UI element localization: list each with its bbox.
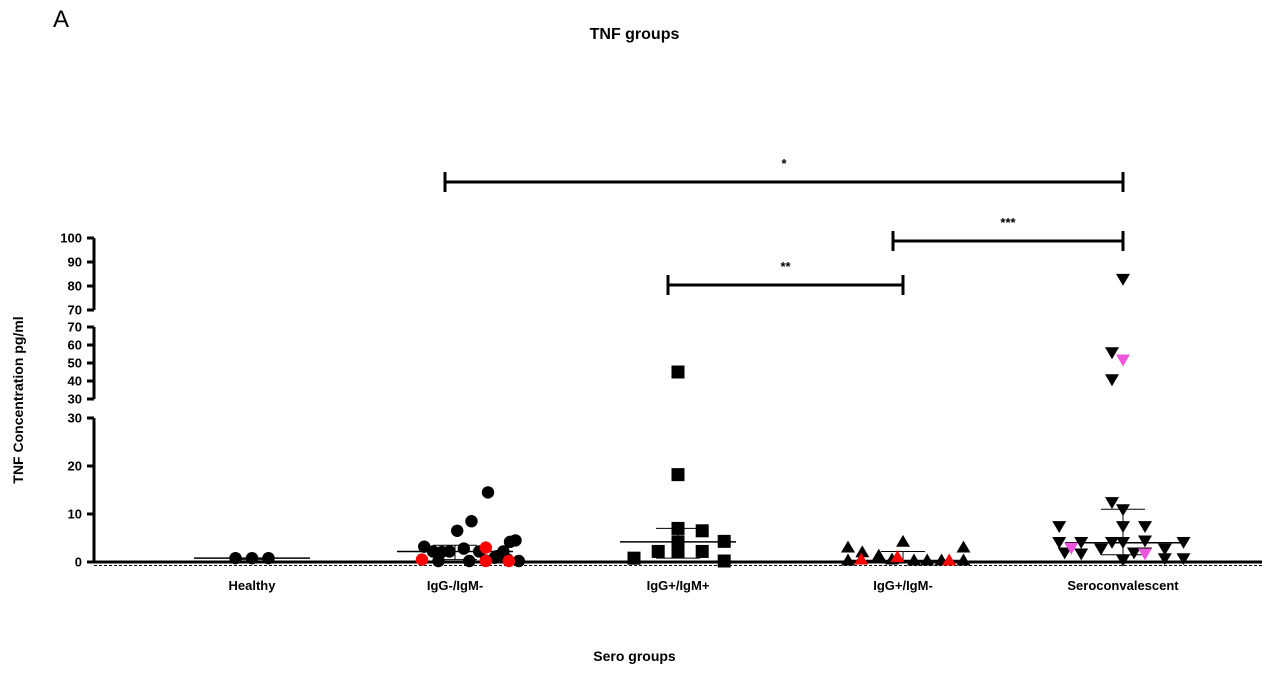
data-point-triangle-up (854, 552, 869, 565)
data-point-circle (432, 554, 445, 568)
x-tick-label: IgG-/IgM- (427, 578, 483, 593)
data-point-circle (457, 542, 470, 555)
chart-title: TNF groups (589, 26, 680, 43)
data-point-triangle-down (1116, 354, 1130, 367)
data-point-triangle-down (1105, 347, 1119, 360)
significance-label: *** (1000, 215, 1016, 230)
data-point-square (717, 554, 731, 568)
data-point-triangle-up (841, 553, 855, 566)
x-tick-label: IgG+/IgM+ (647, 578, 710, 593)
data-point-square (671, 365, 685, 379)
y-tick-label: 100 (60, 231, 82, 246)
data-point-triangle-up (871, 548, 886, 561)
data-point-triangle-down (1157, 553, 1172, 566)
y-tick-label: 70 (68, 303, 82, 318)
data-point-triangle-down (1138, 521, 1152, 533)
significance-label: * (781, 156, 787, 171)
data-point-triangle-down (1105, 497, 1119, 509)
data-point-triangle-up (841, 540, 855, 553)
data-point-triangle-down (1116, 536, 1130, 549)
y-tick-label: 80 (68, 279, 82, 294)
data-point-triangle-down (1116, 554, 1130, 567)
y-tick-label: 10 (68, 507, 82, 522)
panel-letter: A (53, 6, 70, 33)
data-point-triangle-up (956, 553, 971, 566)
data-point-circle (463, 554, 476, 568)
data-point-triangle-down (1116, 521, 1130, 533)
y-tick-label: 40 (68, 374, 82, 389)
y-tick-label: 60 (68, 338, 82, 353)
data-point-circle (502, 554, 516, 568)
data-point-triangle-down (1176, 536, 1191, 549)
x-axis-label: Sero groups (593, 648, 676, 664)
data-point-square (695, 544, 709, 558)
data-point-circle (509, 534, 522, 547)
data-point-triangle-up (890, 550, 905, 563)
data-point-circle (443, 545, 456, 558)
x-tick-label: Seroconvalescent (1067, 578, 1179, 593)
data-point-circle (481, 486, 495, 499)
data-point-triangle-up (907, 553, 921, 566)
data-point-circle (262, 551, 275, 565)
x-tick-label: Healthy (229, 578, 277, 593)
significance-label: ** (780, 259, 791, 274)
data-point-square (627, 551, 641, 565)
data-point-square (671, 521, 685, 535)
data-point-triangle-down (1074, 536, 1089, 549)
data-point-circle (229, 551, 242, 565)
data-point-circle (465, 515, 478, 528)
data-point-circle (245, 551, 259, 565)
data-point-triangle-down (1052, 521, 1067, 533)
y-tick-label: 50 (68, 356, 82, 371)
y-tick-label: 70 (68, 320, 82, 335)
data-point-triangle-down (1116, 273, 1130, 286)
data-point-triangle-up (942, 553, 957, 566)
data-point-circle (426, 545, 440, 558)
data-point-triangle-down (1057, 547, 1072, 560)
data-point-triangle-up (896, 534, 910, 547)
data-point-triangle-up (956, 540, 971, 553)
x-tick-label: IgG+/IgM- (873, 578, 933, 593)
data-point-circle (479, 541, 492, 554)
data-point-triangle-down (1138, 548, 1152, 561)
data-point-triangle-down (1064, 542, 1079, 555)
data-point-triangle-down (1127, 547, 1141, 560)
data-point-triangle-down (1074, 548, 1089, 561)
y-tick-label: 20 (68, 459, 82, 474)
data-point-triangle-down (1138, 535, 1152, 548)
data-point-triangle-down (1176, 553, 1191, 566)
data-point-triangle-down (1116, 504, 1130, 517)
data-point-square (651, 544, 665, 558)
data-point-triangle-down (1105, 374, 1119, 387)
data-point-circle (451, 524, 464, 537)
data-point-circle (479, 554, 492, 568)
data-point-circle (415, 553, 429, 566)
y-tick-label: 0 (75, 555, 82, 570)
data-point-triangle-down (1157, 543, 1172, 556)
data-point-square (671, 544, 685, 558)
data-point-circle (512, 554, 525, 568)
data-point-triangle-up (855, 545, 870, 558)
data-point-square (695, 524, 709, 538)
y-tick-label: 90 (68, 255, 82, 270)
data-point-triangle-up (920, 553, 935, 566)
data-point-triangle-down (1105, 536, 1119, 549)
data-point-triangle-down (1094, 543, 1108, 556)
data-point-triangle-down (1052, 536, 1067, 549)
data-point-square (717, 534, 731, 548)
y-tick-label: 30 (68, 392, 82, 407)
y-tick-label: 30 (68, 411, 82, 426)
data-point-square (671, 468, 685, 482)
